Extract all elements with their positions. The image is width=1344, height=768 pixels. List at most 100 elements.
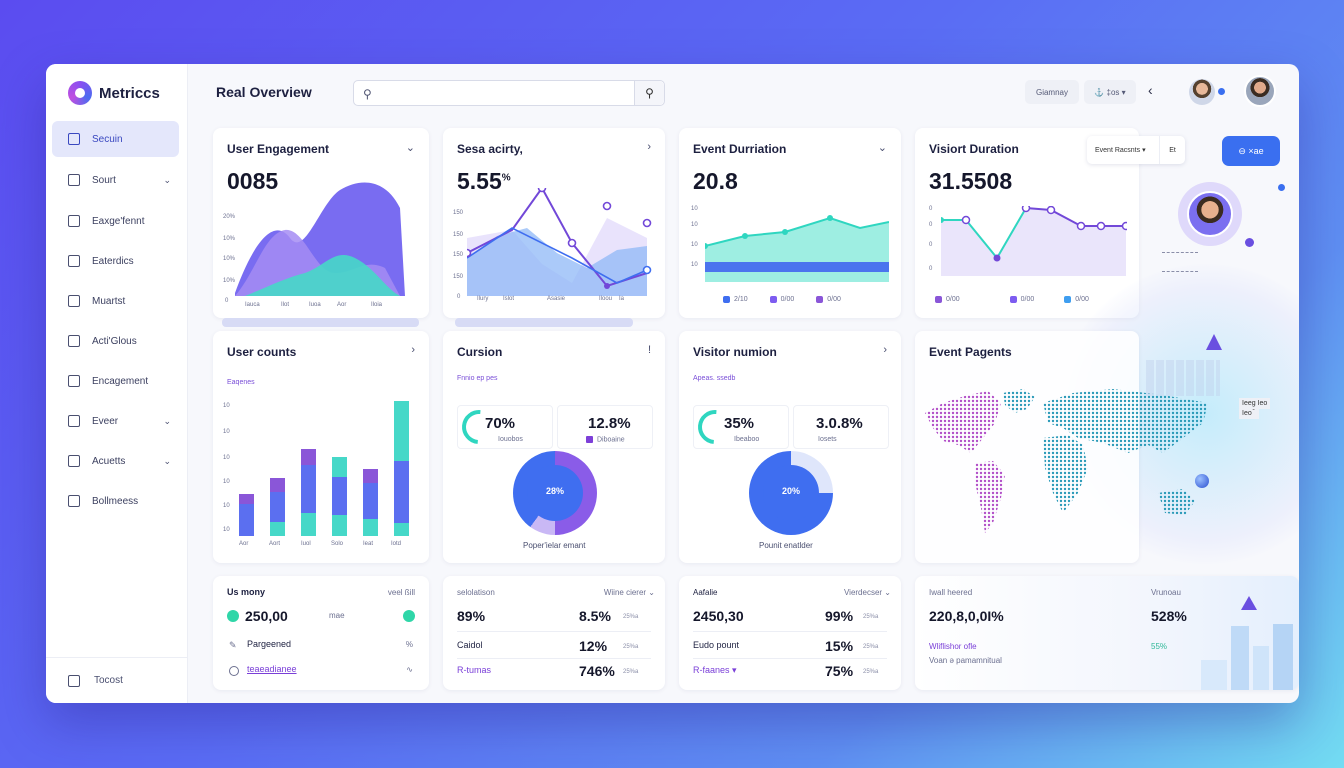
donut-caption: Pounit enatlder bbox=[759, 541, 813, 550]
event-filter-dropdown[interactable]: Event Racsnts ▾ Et bbox=[1087, 136, 1185, 164]
brand[interactable]: Metriccs bbox=[68, 81, 160, 105]
row-link[interactable]: teaeadianee bbox=[247, 664, 297, 674]
chart-icon bbox=[68, 215, 80, 227]
x-tick-label: Iloia bbox=[371, 302, 383, 308]
card-subtitle: Fnnio ep pes bbox=[457, 375, 498, 382]
sidebar-item[interactable]: Eveer ⌄ bbox=[52, 403, 179, 439]
donut-inner bbox=[527, 465, 583, 521]
search-button[interactable]: ⚲ bbox=[634, 81, 664, 105]
info-icon[interactable]: ! bbox=[647, 344, 651, 356]
row-value: 12% bbox=[579, 638, 608, 654]
chevron-down-icon[interactable]: ⌄ bbox=[163, 174, 171, 185]
x-tick-label: Ilot bbox=[281, 302, 290, 308]
card-event-pagents: Event Pagents Ieeg Ieo bbox=[915, 331, 1259, 563]
row-pct: 25%a bbox=[863, 614, 879, 620]
sidebar-item[interactable]: Secuin bbox=[52, 121, 179, 157]
block-line-1: Wliflishor ofle bbox=[929, 642, 977, 651]
sidebar-item[interactable]: Muartst bbox=[52, 283, 179, 319]
chevron-down-icon[interactable]: ⌄ bbox=[163, 415, 171, 426]
card-stat-block-2: selolatison Wiine cierer ⌄ 89% 8.5% 25%a… bbox=[443, 576, 665, 690]
tag-icon: ✎ bbox=[229, 640, 237, 650]
scrollbar[interactable] bbox=[455, 318, 633, 327]
x-tick-label: Aor bbox=[337, 302, 347, 308]
radio-icon[interactable] bbox=[229, 666, 239, 676]
filter-side[interactable]: Et bbox=[1159, 136, 1185, 164]
row-dropdown[interactable]: R-faanes ▾ bbox=[693, 665, 737, 675]
sidebar-item[interactable]: Encagement bbox=[52, 363, 179, 399]
chevron-right-icon[interactable]: › bbox=[647, 141, 651, 153]
row-right: ∿ bbox=[406, 665, 413, 674]
sidebar-item-label: Secuin bbox=[92, 133, 123, 145]
legend-item: 2/10 bbox=[723, 296, 748, 303]
block-value: 220,8,0,0I% bbox=[929, 608, 1004, 624]
card-stat-block-3: Aafalie Vierdecser ⌄ 2450,30 99% 25%a Eu… bbox=[679, 576, 901, 690]
card-title: Sesa acirty, bbox=[457, 142, 523, 156]
chevron-down-icon[interactable]: ⌄ bbox=[405, 142, 415, 154]
logo-icon bbox=[68, 81, 92, 105]
row-label: Eudo pount bbox=[693, 640, 740, 650]
y-tick-label: 10% bbox=[223, 236, 236, 242]
y-tick-label: 10 bbox=[223, 503, 230, 509]
legend-item: 0/00 bbox=[1009, 296, 1034, 303]
sidebar-item[interactable]: Sourt ⌄ bbox=[52, 162, 179, 198]
sidebar-item[interactable]: Acti'Glous bbox=[52, 323, 179, 359]
sidebar-item-label: Bollmeess bbox=[92, 495, 139, 507]
chevron-down-icon[interactable]: ⌄ bbox=[163, 455, 171, 466]
sidebar-item-label: Sourt bbox=[92, 174, 116, 186]
block-right-head: Vrunoau bbox=[1151, 588, 1181, 597]
status-dot bbox=[1278, 184, 1285, 191]
options-dropdown[interactable]: ⚓ ‡os ▾ bbox=[1084, 80, 1136, 104]
row-label: 89% bbox=[457, 608, 486, 624]
block-right-head[interactable]: Vierdecser ⌄ bbox=[843, 588, 891, 597]
summary-pill[interactable]: Giamnay bbox=[1025, 80, 1079, 104]
stat-value: 70% bbox=[485, 415, 516, 432]
block-right-head[interactable]: Wiine cierer ⌄ bbox=[603, 588, 655, 597]
avatar[interactable] bbox=[1189, 79, 1215, 105]
chevron-left-icon[interactable]: ‹ bbox=[1148, 82, 1153, 98]
chart-icon bbox=[68, 295, 80, 307]
row-pct: 25%a bbox=[863, 669, 879, 675]
chevron-right-icon[interactable]: › bbox=[411, 344, 415, 356]
y-tick-label: 150 bbox=[453, 210, 464, 216]
shield-icon bbox=[68, 415, 80, 427]
chevron-down-icon[interactable]: ⌄ bbox=[877, 142, 887, 154]
list-icon bbox=[68, 174, 80, 186]
sidebar-item[interactable]: Acuetts ⌄ bbox=[52, 443, 179, 479]
stat-caption: Diboaine bbox=[586, 436, 625, 443]
chevron-right-icon[interactable]: › bbox=[883, 344, 887, 356]
x-tick-label: Aort bbox=[269, 541, 281, 547]
stat-box: 70% Iouobos bbox=[455, 403, 553, 451]
stat-caption: Iouobos bbox=[498, 436, 523, 443]
bar-icon bbox=[68, 455, 80, 467]
scrollbar[interactable] bbox=[222, 318, 419, 327]
sidebar-item[interactable]: Eaxge'fennt bbox=[52, 203, 179, 239]
sidebar-footer[interactable]: Tocost bbox=[46, 657, 188, 703]
search-icon bbox=[68, 255, 80, 267]
cursion-donut-chart bbox=[513, 451, 597, 535]
sidebar-footer-label: Tocost bbox=[94, 675, 123, 686]
check-icon bbox=[403, 610, 415, 622]
sidebar-item[interactable]: Eaterdics bbox=[52, 243, 179, 279]
y-tick-label: 10% bbox=[223, 278, 236, 284]
divider bbox=[693, 658, 887, 659]
list-icon bbox=[68, 495, 80, 507]
row-link[interactable]: R-tumas bbox=[457, 665, 492, 675]
search-input[interactable]: ⚲ ⚲ bbox=[353, 80, 665, 106]
card-title: User Engagement bbox=[227, 142, 330, 156]
row-right: % bbox=[405, 640, 413, 649]
decorative-bars bbox=[1201, 596, 1293, 690]
profile-avatar[interactable] bbox=[1244, 75, 1276, 107]
block-left-head: Iwall heered bbox=[929, 588, 973, 597]
sidebar-item[interactable]: Bollmeess bbox=[52, 483, 179, 519]
primary-action-button[interactable]: ⊖ ×ae bbox=[1222, 136, 1280, 166]
x-tick-label: Islot bbox=[503, 296, 515, 302]
row-pct: 25%a bbox=[623, 644, 639, 650]
block-left-head: selolatison bbox=[457, 588, 495, 597]
y-tick-label: 150 bbox=[453, 232, 464, 238]
sidebar-item-label: Eaterdics bbox=[92, 255, 134, 267]
status-dot bbox=[1245, 238, 1254, 247]
stat-caption: Ibeaboo bbox=[734, 436, 760, 443]
profile-photo[interactable] bbox=[1187, 191, 1233, 237]
x-tick-label: Solo bbox=[331, 541, 344, 547]
x-tick-label: Iuoa bbox=[309, 302, 321, 308]
